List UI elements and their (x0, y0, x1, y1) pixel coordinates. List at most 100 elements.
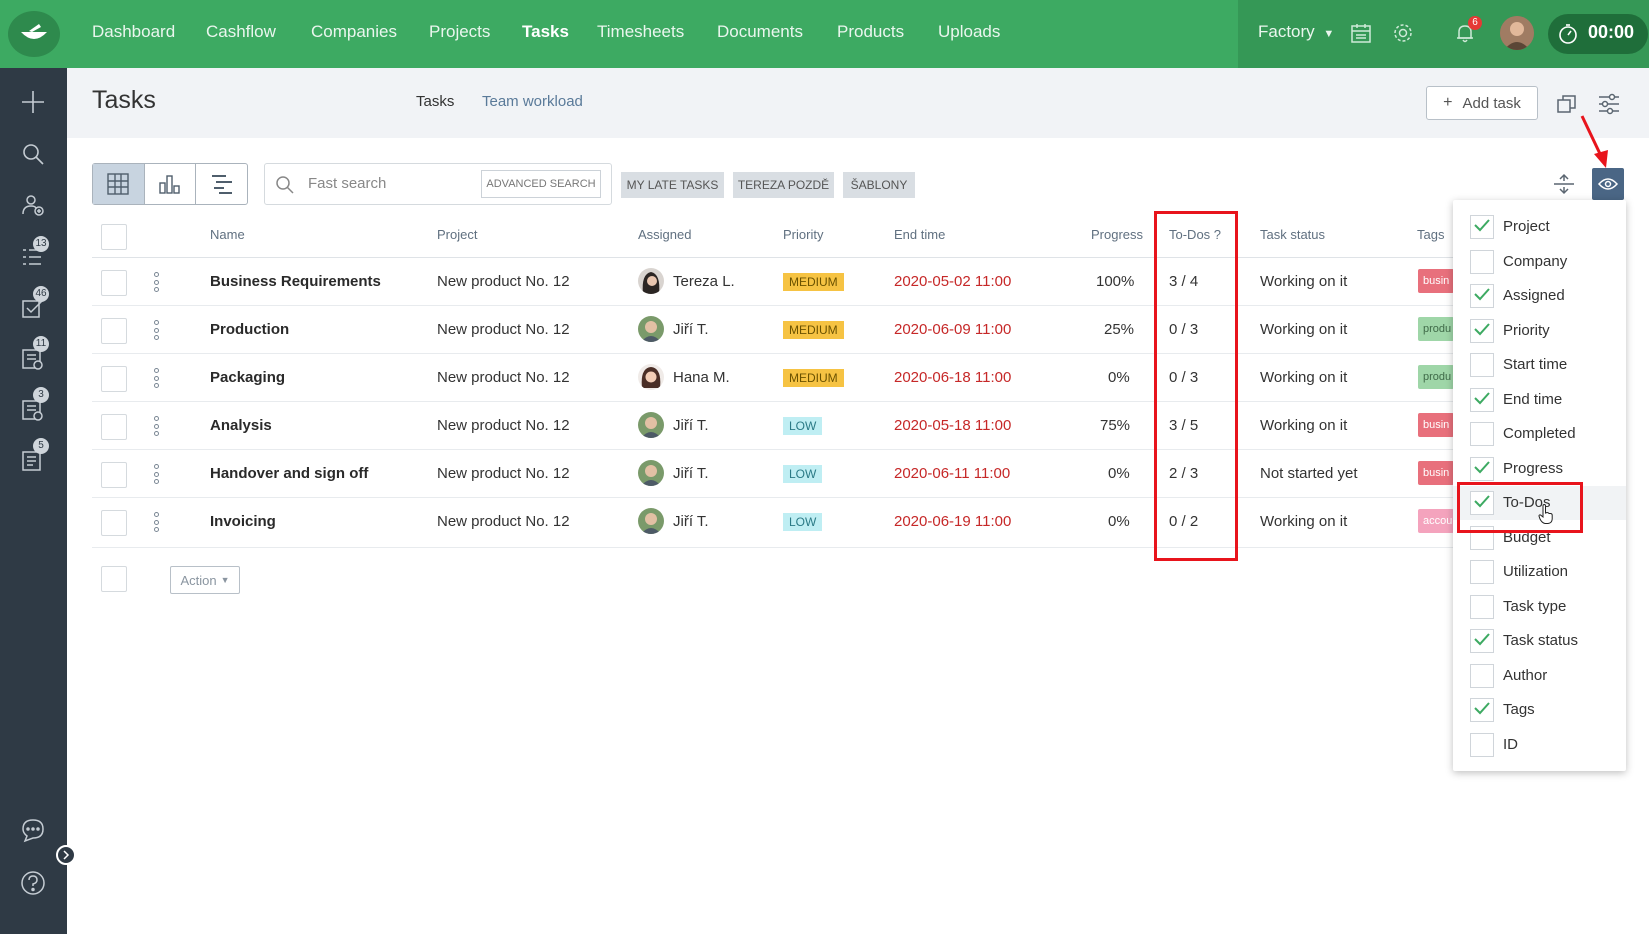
col-header-progress[interactable]: Progress (1091, 227, 1144, 242)
chart-view-button[interactable] (145, 164, 197, 204)
checkbox[interactable] (1470, 733, 1494, 757)
checkbox[interactable] (1470, 526, 1494, 550)
menu-item-id[interactable]: ID (1453, 728, 1626, 762)
row-checkbox[interactable] (101, 366, 127, 392)
checkbox[interactable] (1470, 457, 1494, 481)
approvals-icon[interactable] (19, 345, 47, 373)
menu-item-project[interactable]: Project (1453, 210, 1626, 244)
checkbox[interactable] (1470, 491, 1494, 515)
task-name[interactable]: Analysis (210, 417, 272, 434)
nav-projects[interactable]: Projects (429, 22, 491, 41)
time-tracker[interactable] (1548, 14, 1648, 54)
row-menu-icon[interactable] (152, 512, 160, 532)
row-menu-icon[interactable] (152, 320, 160, 340)
row-checkbox[interactable] (101, 462, 127, 488)
plus-icon[interactable] (19, 88, 47, 116)
col-header-name[interactable]: Name (210, 227, 245, 242)
menu-item-author[interactable]: Author (1453, 659, 1626, 693)
nav-tasks[interactable]: Tasks (522, 22, 569, 41)
checkbox[interactable] (1470, 250, 1494, 274)
col-header-project[interactable]: Project (437, 227, 478, 242)
filter-my-late-tasks[interactable]: MY LATE TASKS (621, 172, 724, 198)
row-checkbox[interactable] (101, 414, 127, 440)
row-menu-icon[interactable] (152, 464, 160, 484)
help-icon[interactable] (19, 869, 47, 897)
nav-uploads[interactable]: Uploads (938, 22, 1001, 41)
task-status[interactable]: Not started yet (1260, 465, 1358, 482)
notes-icon[interactable] (19, 447, 47, 475)
task-todos[interactable]: 0 / 2 (1169, 513, 1199, 530)
menu-item-todos[interactable]: To-Dos (1453, 486, 1626, 520)
menu-item-end-time[interactable]: End time (1453, 383, 1626, 417)
menu-item-utilization[interactable]: Utilization (1453, 555, 1626, 589)
select-all-checkbox[interactable] (101, 224, 127, 250)
filter-tereza-pozde[interactable]: TEREZA POZDĚ (733, 172, 834, 198)
checkbox[interactable] (1470, 319, 1494, 343)
user-avatar[interactable] (1500, 16, 1534, 50)
tab-team-workload[interactable]: Team workload (482, 93, 583, 110)
sidebar-collapse-button[interactable] (56, 845, 76, 865)
col-header-task-status[interactable]: Task status (1260, 227, 1326, 242)
task-project[interactable]: New product No. 12 (437, 465, 570, 482)
bell-icon[interactable] (1452, 20, 1478, 46)
nav-dashboard[interactable]: Dashboard (92, 22, 176, 41)
copy-icon[interactable] (1554, 91, 1580, 117)
col-header-tags[interactable]: Tags (1417, 227, 1445, 242)
task-name[interactable]: Production (210, 321, 290, 338)
menu-item-progress[interactable]: Progress (1453, 452, 1626, 486)
task-todos[interactable]: 3 / 5 (1169, 417, 1199, 434)
add-user-icon[interactable] (19, 191, 47, 219)
nav-cashflow[interactable]: Cashflow (206, 22, 276, 41)
checkbox[interactable] (1470, 664, 1494, 688)
row-density-icon[interactable] (1553, 173, 1575, 200)
search-icon[interactable] (19, 140, 47, 168)
task-project[interactable]: New product No. 12 (437, 417, 570, 434)
col-header-end-time[interactable]: End time (894, 227, 946, 242)
workspace-selector[interactable]: Factory ▼ (1258, 22, 1334, 42)
nav-documents[interactable]: Documents (717, 22, 803, 41)
chat-icon[interactable] (19, 816, 47, 844)
menu-item-tags[interactable]: Tags (1453, 693, 1626, 727)
row-checkbox[interactable] (101, 270, 127, 296)
checkbox[interactable] (1470, 353, 1494, 377)
task-todos[interactable]: 2 / 3 (1169, 465, 1199, 482)
advanced-search-button[interactable]: ADVANCED SEARCH (481, 170, 601, 198)
filter-sliders-icon[interactable] (1596, 91, 1622, 117)
action-dropdown-button[interactable]: Action ▼ (170, 566, 240, 594)
col-header-todos[interactable]: To-Dos ? (1169, 227, 1222, 242)
task-status[interactable]: Working on it (1260, 369, 1348, 386)
task-project[interactable]: New product No. 12 (437, 513, 570, 530)
row-menu-icon[interactable] (152, 368, 160, 388)
row-checkbox[interactable] (101, 510, 127, 536)
task-todos[interactable]: 0 / 3 (1169, 369, 1199, 386)
task-name[interactable]: Packaging (210, 369, 286, 386)
menu-item-priority[interactable]: Priority (1453, 314, 1626, 348)
col-header-priority[interactable]: Priority (783, 227, 824, 242)
checkbox[interactable] (1470, 215, 1494, 239)
menu-item-completed[interactable]: Completed (1453, 417, 1626, 451)
checkbox[interactable] (1470, 388, 1494, 412)
calendar-icon[interactable] (1348, 20, 1374, 46)
documents-alert-icon[interactable] (19, 396, 47, 424)
app-logo-icon[interactable] (8, 11, 60, 57)
row-checkbox[interactable] (101, 318, 127, 344)
menu-item-start-time[interactable]: Start time (1453, 348, 1626, 382)
task-project[interactable]: New product No. 12 (437, 369, 570, 386)
row-menu-icon[interactable] (152, 416, 160, 436)
task-status[interactable]: Working on it (1260, 273, 1348, 290)
task-name[interactable]: Business Requirements (210, 273, 381, 290)
menu-item-company[interactable]: Company (1453, 245, 1626, 279)
gantt-view-button[interactable] (196, 164, 247, 204)
task-status[interactable]: Working on it (1260, 513, 1348, 530)
tab-tasks[interactable]: Tasks (416, 93, 455, 110)
task-todos[interactable]: 0 / 3 (1169, 321, 1199, 338)
menu-item-task-status[interactable]: Task status (1453, 624, 1626, 658)
column-visibility-button[interactable] (1592, 168, 1624, 200)
nav-timesheets[interactable]: Timesheets (597, 22, 685, 41)
checkbox[interactable] (1470, 698, 1494, 722)
filter-sablony[interactable]: ŠABLONY (843, 172, 915, 198)
nav-products[interactable]: Products (837, 22, 905, 41)
grid-view-button[interactable] (93, 164, 145, 204)
checkbox[interactable] (1470, 629, 1494, 653)
menu-item-assigned[interactable]: Assigned (1453, 279, 1626, 313)
